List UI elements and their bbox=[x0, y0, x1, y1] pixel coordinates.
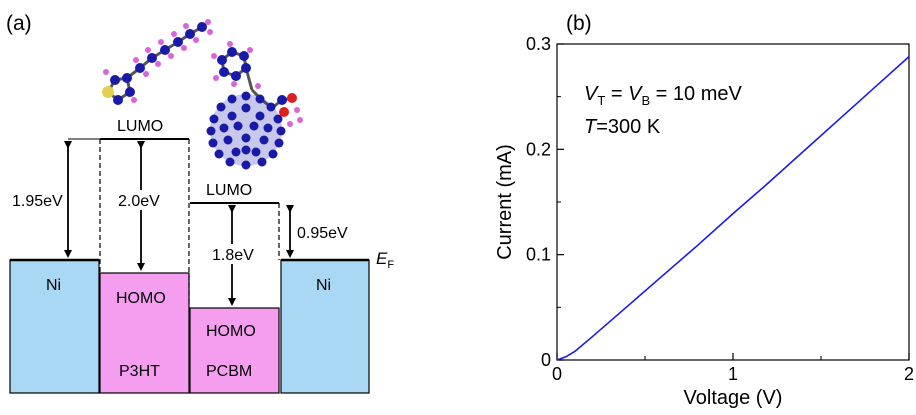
y-tick-label: 0.3 bbox=[526, 34, 551, 54]
x-tick-label: 2 bbox=[904, 364, 914, 384]
left-offset-label: 1.95eV bbox=[12, 193, 63, 210]
y-tick-label: 0 bbox=[541, 350, 551, 370]
ni-left-block bbox=[9, 259, 100, 394]
p3ht-gap-bg bbox=[116, 190, 168, 210]
p3ht-lumo-label: LUMO bbox=[117, 118, 163, 135]
pcbm-homo-block bbox=[189, 307, 280, 394]
series-line bbox=[556, 56, 910, 361]
right-offset-label: 0.95eV bbox=[297, 225, 348, 242]
y-tick-label: 0.1 bbox=[526, 245, 551, 265]
pcbm-homo-label: HOMO bbox=[206, 323, 256, 340]
fermi-label: EF bbox=[376, 249, 394, 271]
p3ht-homo-block bbox=[99, 272, 190, 394]
annotation-temperature: T=300 K bbox=[584, 116, 661, 138]
panel-a-label: (a) bbox=[6, 12, 32, 35]
p3ht-molecule bbox=[102, 19, 213, 105]
pcbm-gap-bg bbox=[210, 244, 258, 264]
pcbm-gap-label: 1.8eV bbox=[212, 247, 254, 264]
x-axis-label: Voltage (V) bbox=[684, 387, 783, 409]
x-tick-label: 1 bbox=[728, 364, 738, 384]
p3ht-homo-label: HOMO bbox=[116, 290, 166, 307]
ni-right-label: Ni bbox=[316, 277, 331, 294]
annotation-voltages: VT = VB = 10 meV bbox=[584, 83, 742, 108]
ni-left-label: Ni bbox=[46, 277, 61, 294]
pcbm-name-label: PCBM bbox=[206, 363, 252, 380]
y-tick-label: 0.2 bbox=[526, 139, 551, 159]
panel-b-label: (b) bbox=[566, 12, 592, 35]
axis-ticks bbox=[556, 43, 910, 361]
ni-right-block bbox=[280, 259, 370, 394]
y-axis-label: Current (mA) bbox=[494, 144, 516, 260]
p3ht-name-label: P3HT bbox=[119, 363, 160, 380]
iv-chart: 0 1 2 0 0.1 0.2 0.3 Voltage (V) Current (mA) V… bbox=[494, 34, 914, 409]
molecule-illustrations bbox=[102, 19, 303, 170]
axis-tick-labels: 0 1 2 0 0.1 0.2 0.3 bbox=[526, 34, 914, 384]
pcbm-molecule bbox=[206, 41, 303, 170]
p3ht-gap-label: 2.0eV bbox=[118, 193, 160, 210]
pcbm-lumo-label: LUMO bbox=[206, 182, 252, 199]
x-tick-label: 0 bbox=[552, 364, 562, 384]
